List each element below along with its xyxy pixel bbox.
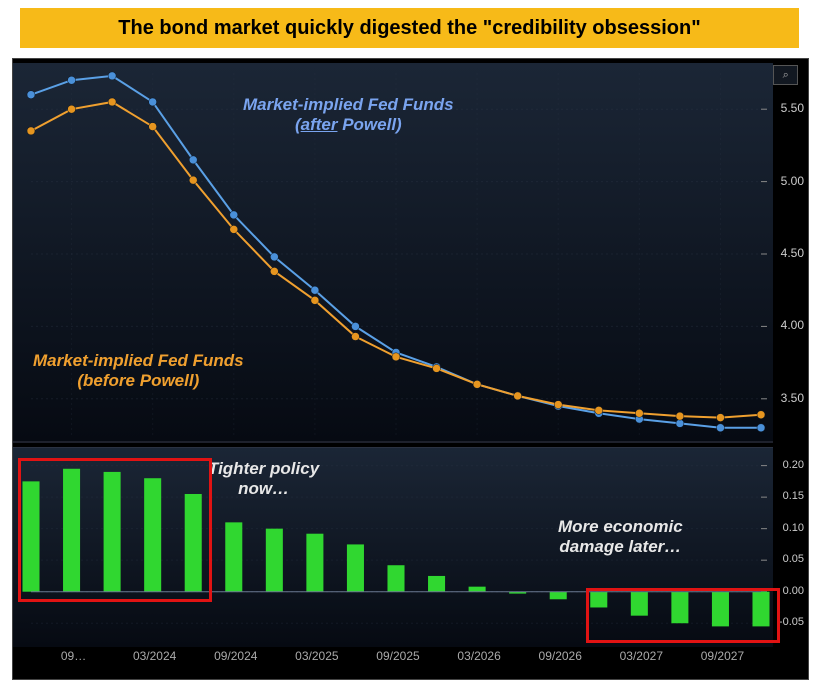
x-tick-label: 09…: [44, 649, 104, 663]
x-tick-label: 03/2024: [125, 649, 185, 663]
x-tick-label: 03/2026: [449, 649, 509, 663]
title-bar: The bond market quickly digested the "cr…: [20, 8, 799, 48]
search-icon[interactable]: ⌕: [773, 66, 797, 84]
y-tick-label: 4.00: [781, 318, 804, 332]
y-tick-label: 0.20: [783, 459, 804, 471]
y-tick-label: 0.00: [783, 585, 804, 597]
y-tick-label: 3.50: [781, 391, 804, 405]
annotation-damage-later: More economic damage later…: [558, 517, 683, 557]
x-tick-label: 09/2027: [692, 649, 752, 663]
highlight-box-right: [586, 588, 779, 643]
y-tick-label: 5.50: [781, 101, 804, 115]
x-tick-label: 09/2024: [206, 649, 266, 663]
annotation-before-powell: Market-implied Fed Funds (before Powell): [33, 351, 244, 391]
annotation-after-powell: Market-implied Fed Funds(after Powell): [243, 95, 454, 135]
y-tick-label: 4.50: [781, 246, 804, 260]
y-tick-label: 0.15: [783, 490, 804, 502]
page-title: The bond market quickly digested the "cr…: [118, 17, 700, 40]
annotation-tighter-policy: Tighter policy now…: [208, 459, 319, 499]
x-tick-label: 03/2027: [611, 649, 671, 663]
y-tick-label: 0.10: [783, 522, 804, 534]
x-tick-label: 09/2025: [368, 649, 428, 663]
y-tick-label: -0.05: [779, 616, 804, 628]
x-tick-label: 03/2025: [287, 649, 347, 663]
y-tick-label: 0.05: [783, 553, 804, 565]
chart-area: ✥ ✎ ⌕ 3.504.004.505.005.50 Market-implie…: [12, 58, 809, 680]
highlight-box-left: [18, 458, 211, 601]
y-tick-label: 5.00: [781, 174, 804, 188]
x-tick-label: 09/2026: [530, 649, 590, 663]
